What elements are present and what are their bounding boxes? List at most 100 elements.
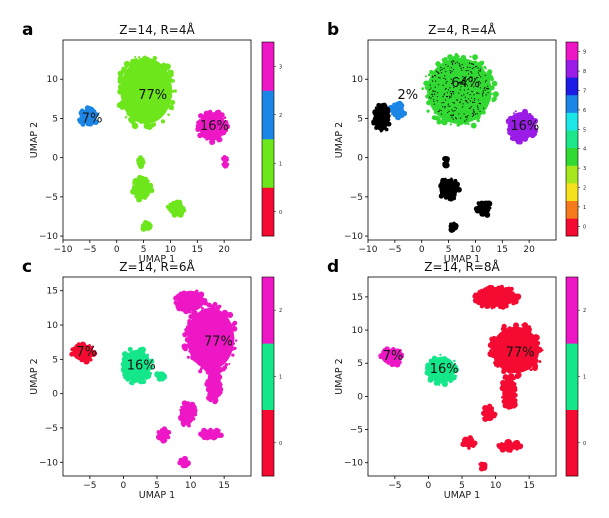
cluster-point [493, 351, 498, 356]
cluster-point [421, 87, 424, 90]
cluster-point [500, 396, 504, 399]
cluster-point [186, 355, 190, 359]
cluster-point [156, 372, 160, 377]
colorbar-segment [566, 183, 578, 202]
cluster-point [205, 379, 210, 384]
cluster-point [470, 106, 473, 108]
cluster-point [436, 100, 438, 102]
cluster-point [443, 93, 446, 95]
percent-annotation: 16% [127, 359, 156, 374]
cluster-point [148, 182, 153, 188]
percent-annotation: 64% [451, 76, 480, 91]
cluster-point [91, 110, 97, 116]
cluster-point [225, 322, 232, 329]
cluster-point [492, 411, 498, 417]
cluster-point [484, 211, 491, 218]
cluster-point [200, 367, 203, 370]
cluster-point [469, 55, 472, 58]
cluster-point [187, 319, 192, 324]
cluster-point [437, 92, 439, 94]
cluster-point [436, 119, 442, 125]
cluster-point [390, 361, 396, 367]
y-tick-label: 15 [352, 293, 363, 303]
cluster-point [471, 112, 473, 114]
cluster-point [508, 367, 512, 371]
cluster-point [167, 113, 170, 116]
cluster-point [513, 403, 517, 406]
cluster-point [226, 318, 229, 322]
cluster-point [436, 71, 439, 73]
x-tick-label: −10 [359, 245, 378, 255]
cluster-point [174, 199, 180, 205]
percent-annotation: 2% [398, 88, 419, 103]
cluster-point [434, 90, 436, 93]
cluster-point [69, 351, 75, 357]
cluster-point [473, 111, 475, 113]
cluster-point [373, 110, 376, 113]
scatter-points [77, 55, 231, 232]
colorbar-segment [566, 200, 578, 219]
cluster-point [215, 305, 221, 311]
cluster-point [465, 116, 467, 118]
cluster-point [487, 92, 489, 94]
cluster-point [215, 363, 219, 367]
cluster-point [193, 357, 198, 363]
cluster-point [180, 405, 183, 409]
cluster-point [185, 460, 190, 466]
cluster-point [123, 60, 130, 67]
cluster-point [455, 85, 458, 88]
cluster-point [180, 307, 184, 311]
cluster-point [174, 211, 180, 217]
cluster-point [223, 116, 227, 120]
cluster-point [168, 91, 172, 95]
chart-title: Z=4, R=4Å [428, 22, 497, 37]
cluster-point [433, 103, 435, 105]
colorbar-tick-label: 3 [279, 64, 282, 70]
cluster-point [439, 69, 442, 71]
colorbar-tick-label: 0 [583, 441, 586, 447]
y-tick-label: −10 [39, 458, 58, 468]
cluster-point [456, 99, 458, 101]
cluster-point [131, 122, 139, 130]
y-tick-label: −5 [350, 193, 363, 203]
cluster-point [399, 113, 405, 118]
cluster-point [512, 136, 516, 139]
cluster-point [461, 438, 466, 442]
colorbar-segment [566, 218, 578, 237]
cluster-point [455, 181, 458, 185]
cluster-point [461, 64, 463, 66]
cluster-top [475, 286, 516, 307]
cluster-point [432, 76, 434, 78]
cluster-point [472, 114, 475, 116]
y-tick-label: −5 [350, 426, 363, 436]
cluster-point [485, 98, 490, 103]
cluster-point [128, 67, 133, 72]
panel-label: b [327, 20, 339, 40]
cluster-point [478, 70, 480, 72]
cluster-point [430, 78, 435, 83]
cluster-point [454, 110, 456, 112]
cluster-point [193, 412, 198, 417]
cluster-point [458, 81, 460, 83]
cluster-point [181, 400, 188, 407]
cluster-point [472, 101, 474, 104]
cluster-point [146, 375, 151, 380]
cluster-point [485, 94, 487, 96]
cluster-point [470, 84, 472, 86]
cluster-point [374, 106, 378, 110]
cluster-point [429, 376, 435, 382]
cluster-point [452, 101, 454, 104]
cluster-point [441, 119, 448, 126]
cluster-point [428, 89, 431, 91]
cluster-lower-1 [133, 178, 152, 200]
cluster-point [127, 346, 133, 352]
cluster-point [488, 96, 492, 100]
cluster-point [226, 311, 234, 319]
cluster-point [449, 90, 451, 93]
cluster-point [400, 354, 404, 359]
x-tick-label: 0 [114, 245, 120, 255]
colorbar-tick-label: 1 [279, 161, 282, 167]
cluster-point [130, 377, 137, 384]
